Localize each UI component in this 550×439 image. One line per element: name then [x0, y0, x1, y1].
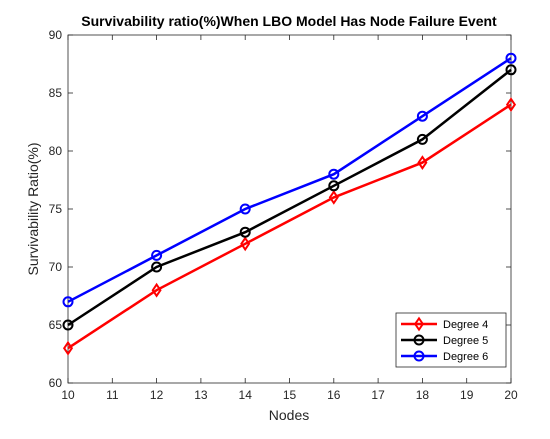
x-axis-ticks: 10 11 12 13 14 15 16 17 18 19 20: [61, 35, 518, 402]
x-tick-label: 20: [504, 388, 518, 402]
marker-legend-degree-6: [413, 350, 425, 362]
y-tick-label: 60: [49, 376, 63, 390]
marker-point-degree-6: [505, 52, 517, 64]
x-tick-label: 10: [61, 388, 75, 402]
marker-point-degree-5: [239, 226, 251, 238]
y-tick-label: 75: [49, 202, 63, 216]
x-tick-label: 12: [150, 388, 164, 402]
x-axis-label: Nodes: [269, 407, 309, 423]
series-line-degree-6: [67, 57, 512, 303]
x-tick-label: 17: [371, 388, 385, 402]
marker-point-degree-4: [62, 340, 74, 356]
series-group: [62, 52, 517, 356]
legend-label-degree-6: Degree 6: [443, 351, 488, 363]
legend-label-degree-4: Degree 4: [443, 319, 488, 331]
y-tick-label: 90: [49, 28, 63, 42]
marker-point-degree-4: [328, 189, 339, 205]
legend-entry-degree-5: Degree 5: [401, 334, 488, 347]
series-degree-6: [62, 52, 517, 308]
marker-point-degree-4: [417, 155, 428, 171]
marker-point-degree-5: [505, 64, 517, 76]
marker-point-degree-5: [62, 319, 74, 331]
marker-point-degree-6: [239, 203, 251, 215]
y-axis-label: Survivability Ratio(%): [25, 142, 41, 275]
y-tick-label: 65: [49, 318, 63, 332]
marker-point-degree-6: [62, 296, 74, 308]
legend: Degree 4 Degree 5 Degree 6: [395, 312, 507, 368]
series-line-degree-4: [67, 103, 512, 350]
marker-legend-degree-4: [413, 316, 425, 332]
x-tick-label: 14: [239, 388, 253, 402]
legend-label-degree-5: Degree 5: [443, 335, 488, 347]
series-degree-4: [62, 97, 517, 356]
chart-title: Survivability ratio(%)When LBO Model Has…: [81, 13, 497, 29]
marker-point-degree-6: [416, 110, 428, 122]
series-line-degree-5: [67, 68, 512, 327]
x-tick-label: 16: [327, 388, 341, 402]
x-tick-label: 11: [106, 388, 119, 402]
y-tick-label: 80: [49, 144, 63, 158]
marker-legend-degree-5: [413, 334, 425, 346]
y-axis-ticks: 60 65 70 75 80 85 90: [49, 28, 511, 390]
series-degree-5: [62, 64, 517, 331]
marker-point-degree-4: [151, 282, 162, 298]
marker-point-degree-5: [416, 133, 428, 145]
marker-point-degree-5: [151, 261, 163, 273]
marker-point-degree-6: [328, 168, 340, 180]
x-tick-label: 13: [194, 388, 208, 402]
legend-entry-degree-4: Degree 4: [401, 316, 488, 332]
y-tick-label: 85: [49, 86, 63, 100]
x-tick-label: 18: [416, 388, 430, 402]
legend-entry-degree-6: Degree 6: [401, 350, 488, 363]
marker-point-degree-6: [151, 249, 163, 261]
y-tick-label: 70: [49, 260, 63, 274]
marker-point-degree-4: [505, 97, 517, 113]
x-tick-label: 19: [460, 388, 474, 402]
marker-point-degree-4: [240, 236, 251, 252]
marker-point-degree-5: [328, 180, 340, 192]
x-tick-label: 15: [283, 388, 297, 402]
